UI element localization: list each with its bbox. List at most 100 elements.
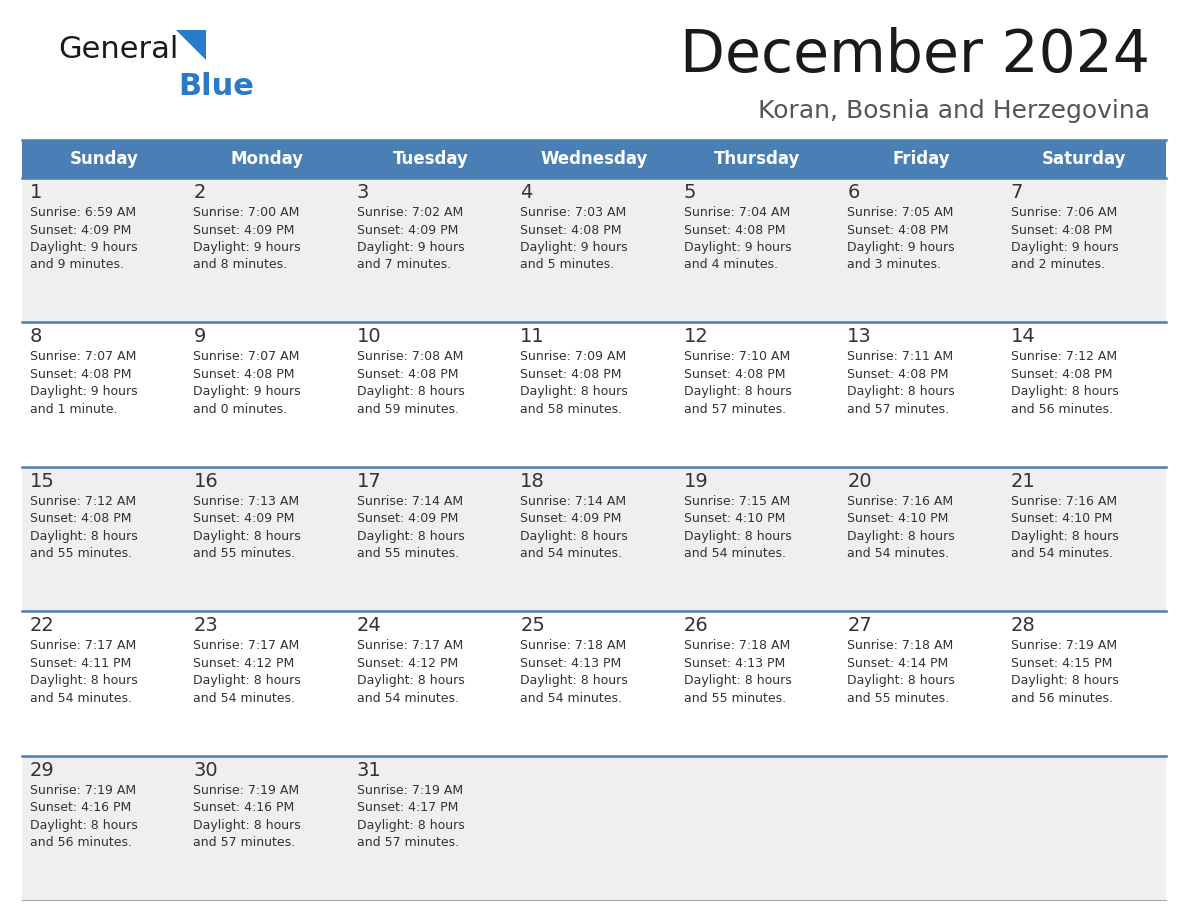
Bar xyxy=(23,466,1165,611)
Text: Sunrise: 7:18 AM: Sunrise: 7:18 AM xyxy=(847,639,954,652)
Text: Daylight: 8 hours: Daylight: 8 hours xyxy=(356,386,465,398)
Text: Sunset: 4:14 PM: Sunset: 4:14 PM xyxy=(847,656,948,670)
Text: Sunrise: 7:11 AM: Sunrise: 7:11 AM xyxy=(847,351,953,364)
Text: Sunrise: 7:19 AM: Sunrise: 7:19 AM xyxy=(30,784,137,797)
Text: and 54 minutes.: and 54 minutes. xyxy=(194,691,296,705)
Text: and 3 minutes.: and 3 minutes. xyxy=(847,259,941,272)
Text: Sunset: 4:08 PM: Sunset: 4:08 PM xyxy=(847,223,949,237)
Text: and 54 minutes.: and 54 minutes. xyxy=(30,691,132,705)
Text: and 58 minutes.: and 58 minutes. xyxy=(520,403,623,416)
Text: and 59 minutes.: and 59 minutes. xyxy=(356,403,459,416)
Text: and 56 minutes.: and 56 minutes. xyxy=(1011,403,1113,416)
Text: 24: 24 xyxy=(356,616,381,635)
Text: Friday: Friday xyxy=(892,150,949,168)
Text: Sunrise: 7:12 AM: Sunrise: 7:12 AM xyxy=(30,495,137,508)
Text: Daylight: 8 hours: Daylight: 8 hours xyxy=(684,386,791,398)
Bar xyxy=(23,756,1165,900)
Text: and 4 minutes.: and 4 minutes. xyxy=(684,259,778,272)
Text: Sunset: 4:10 PM: Sunset: 4:10 PM xyxy=(847,512,948,525)
Text: and 56 minutes.: and 56 minutes. xyxy=(30,836,132,849)
Text: and 7 minutes.: and 7 minutes. xyxy=(356,259,451,272)
Text: 6: 6 xyxy=(847,183,859,202)
Text: and 55 minutes.: and 55 minutes. xyxy=(356,547,459,560)
Bar xyxy=(512,140,676,178)
Text: Daylight: 9 hours: Daylight: 9 hours xyxy=(30,241,138,254)
Text: Sunset: 4:12 PM: Sunset: 4:12 PM xyxy=(356,656,459,670)
Text: Sunset: 4:08 PM: Sunset: 4:08 PM xyxy=(30,512,132,525)
Text: Tuesday: Tuesday xyxy=(392,150,468,168)
Text: Sunrise: 7:03 AM: Sunrise: 7:03 AM xyxy=(520,206,626,219)
Text: Daylight: 8 hours: Daylight: 8 hours xyxy=(356,674,465,688)
Text: and 54 minutes.: and 54 minutes. xyxy=(356,691,459,705)
Bar xyxy=(23,611,1165,756)
Text: 7: 7 xyxy=(1011,183,1023,202)
Text: Sunrise: 7:17 AM: Sunrise: 7:17 AM xyxy=(30,639,137,652)
Text: 11: 11 xyxy=(520,328,545,346)
Text: Sunset: 4:15 PM: Sunset: 4:15 PM xyxy=(1011,656,1112,670)
Text: 26: 26 xyxy=(684,616,708,635)
Text: Daylight: 9 hours: Daylight: 9 hours xyxy=(194,241,301,254)
Text: Daylight: 8 hours: Daylight: 8 hours xyxy=(194,819,302,832)
Text: and 55 minutes.: and 55 minutes. xyxy=(847,691,949,705)
Bar xyxy=(839,140,1003,178)
Text: Sunrise: 7:04 AM: Sunrise: 7:04 AM xyxy=(684,206,790,219)
Text: Sunset: 4:16 PM: Sunset: 4:16 PM xyxy=(30,801,131,814)
Text: 13: 13 xyxy=(847,328,872,346)
Text: Daylight: 8 hours: Daylight: 8 hours xyxy=(847,530,955,543)
Text: 8: 8 xyxy=(30,328,43,346)
Text: and 5 minutes.: and 5 minutes. xyxy=(520,259,614,272)
Text: Daylight: 9 hours: Daylight: 9 hours xyxy=(520,241,628,254)
Text: Sunset: 4:09 PM: Sunset: 4:09 PM xyxy=(356,512,459,525)
Text: 19: 19 xyxy=(684,472,708,491)
Text: Sunset: 4:08 PM: Sunset: 4:08 PM xyxy=(520,223,621,237)
Text: 27: 27 xyxy=(847,616,872,635)
Text: Sunrise: 7:18 AM: Sunrise: 7:18 AM xyxy=(684,639,790,652)
Bar xyxy=(185,140,349,178)
Text: Sunrise: 7:06 AM: Sunrise: 7:06 AM xyxy=(1011,206,1117,219)
Text: 25: 25 xyxy=(520,616,545,635)
Polygon shape xyxy=(176,30,206,60)
Text: Daylight: 8 hours: Daylight: 8 hours xyxy=(520,674,628,688)
Bar xyxy=(1003,140,1165,178)
Text: 28: 28 xyxy=(1011,616,1035,635)
Text: Daylight: 9 hours: Daylight: 9 hours xyxy=(194,386,301,398)
Text: Daylight: 9 hours: Daylight: 9 hours xyxy=(1011,241,1118,254)
Text: Thursday: Thursday xyxy=(714,150,801,168)
Bar xyxy=(676,140,839,178)
Text: and 54 minutes.: and 54 minutes. xyxy=(520,691,623,705)
Text: Daylight: 8 hours: Daylight: 8 hours xyxy=(520,386,628,398)
Text: Daylight: 8 hours: Daylight: 8 hours xyxy=(30,819,138,832)
Text: Daylight: 8 hours: Daylight: 8 hours xyxy=(1011,386,1118,398)
Text: 5: 5 xyxy=(684,183,696,202)
Text: 16: 16 xyxy=(194,472,219,491)
Text: Sunset: 4:08 PM: Sunset: 4:08 PM xyxy=(684,368,785,381)
Text: 3: 3 xyxy=(356,183,369,202)
Text: Sunrise: 7:07 AM: Sunrise: 7:07 AM xyxy=(30,351,137,364)
Text: Sunset: 4:08 PM: Sunset: 4:08 PM xyxy=(194,368,295,381)
Text: Sunset: 4:11 PM: Sunset: 4:11 PM xyxy=(30,656,131,670)
Text: 4: 4 xyxy=(520,183,532,202)
Text: Sunrise: 7:14 AM: Sunrise: 7:14 AM xyxy=(520,495,626,508)
Text: Sunrise: 7:16 AM: Sunrise: 7:16 AM xyxy=(847,495,953,508)
Text: and 55 minutes.: and 55 minutes. xyxy=(194,547,296,560)
Text: Sunrise: 7:17 AM: Sunrise: 7:17 AM xyxy=(194,639,299,652)
Text: Sunset: 4:08 PM: Sunset: 4:08 PM xyxy=(1011,368,1112,381)
Text: Sunset: 4:10 PM: Sunset: 4:10 PM xyxy=(1011,512,1112,525)
Text: Sunset: 4:16 PM: Sunset: 4:16 PM xyxy=(194,801,295,814)
Text: Sunrise: 7:14 AM: Sunrise: 7:14 AM xyxy=(356,495,463,508)
Text: Sunrise: 7:19 AM: Sunrise: 7:19 AM xyxy=(1011,639,1117,652)
Text: Sunrise: 6:59 AM: Sunrise: 6:59 AM xyxy=(30,206,137,219)
Bar xyxy=(23,140,185,178)
Text: and 2 minutes.: and 2 minutes. xyxy=(1011,259,1105,272)
Text: Sunset: 4:13 PM: Sunset: 4:13 PM xyxy=(684,656,785,670)
Text: Sunrise: 7:00 AM: Sunrise: 7:00 AM xyxy=(194,206,299,219)
Text: Sunrise: 7:17 AM: Sunrise: 7:17 AM xyxy=(356,639,463,652)
Text: Sunset: 4:09 PM: Sunset: 4:09 PM xyxy=(194,223,295,237)
Text: and 54 minutes.: and 54 minutes. xyxy=(1011,547,1113,560)
Text: December 2024: December 2024 xyxy=(680,27,1150,84)
Text: Daylight: 9 hours: Daylight: 9 hours xyxy=(684,241,791,254)
Text: Sunset: 4:13 PM: Sunset: 4:13 PM xyxy=(520,656,621,670)
Text: Daylight: 9 hours: Daylight: 9 hours xyxy=(30,386,138,398)
Text: and 55 minutes.: and 55 minutes. xyxy=(30,547,132,560)
Text: Sunset: 4:12 PM: Sunset: 4:12 PM xyxy=(194,656,295,670)
